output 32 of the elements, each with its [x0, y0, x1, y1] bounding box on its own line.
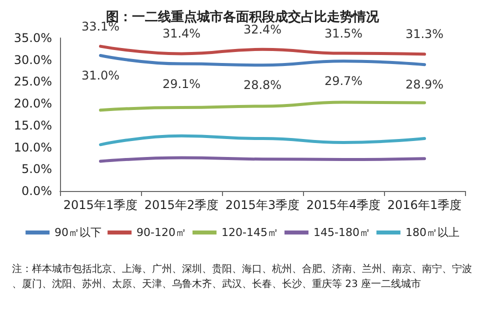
data-label: 31.4%	[162, 26, 201, 41]
y-tick-label: 0.0%	[22, 184, 52, 198]
x-tick-label: 2016年1季度	[387, 198, 462, 212]
line-series	[99, 44, 426, 56]
data-label: 29.1%	[162, 76, 201, 91]
y-tick-label: 25.0%	[14, 74, 52, 89]
y-tick-label: 5.0%	[22, 162, 52, 176]
legend-label: 180㎡以上	[405, 226, 460, 239]
x-tick-label: 2015年4季度	[306, 198, 381, 212]
y-tick-label: 35.0%	[14, 31, 52, 45]
y-tick-label: 20.0%	[14, 96, 52, 111]
legend-label: 90㎡以下	[54, 226, 102, 239]
legend-label: 90-120㎡	[136, 226, 187, 239]
data-label: 31.5%	[324, 26, 363, 40]
line-series	[99, 54, 426, 67]
legend-label: 145-180㎡	[313, 226, 370, 239]
data-label: 28.9%	[405, 78, 444, 92]
data-label: 31.0%	[81, 68, 120, 82]
legend-label: 120-145㎡	[222, 226, 278, 239]
y-tick-label: 10.0%	[14, 140, 52, 154]
data-label: 28.8%	[243, 78, 282, 92]
y-tick-label: 15.0%	[14, 118, 52, 132]
text: 注：样本城市包括北京、上海、广州、深圳、贵阳、海口、杭州、合肥、济南、兰州、南京、南宁、宁波、厦门、沈阳、苏州、太原、天津、乌鲁木齐、武汉、长春、长沙、重庆等 23 座一二线城市	[12, 263, 472, 290]
line-series	[99, 100, 426, 112]
data-label: 31.3%	[405, 27, 444, 42]
x-tick-label: 2015年3季度	[225, 198, 300, 212]
data-label: 32.4%	[243, 22, 282, 36]
line-series	[99, 134, 426, 146]
x-tick-label: 2015年2季度	[144, 198, 219, 212]
data-label: 29.7%	[324, 74, 363, 88]
x-tick-label: 2015年1季度	[63, 198, 138, 212]
y-tick-label: 30.0%	[14, 52, 52, 67]
